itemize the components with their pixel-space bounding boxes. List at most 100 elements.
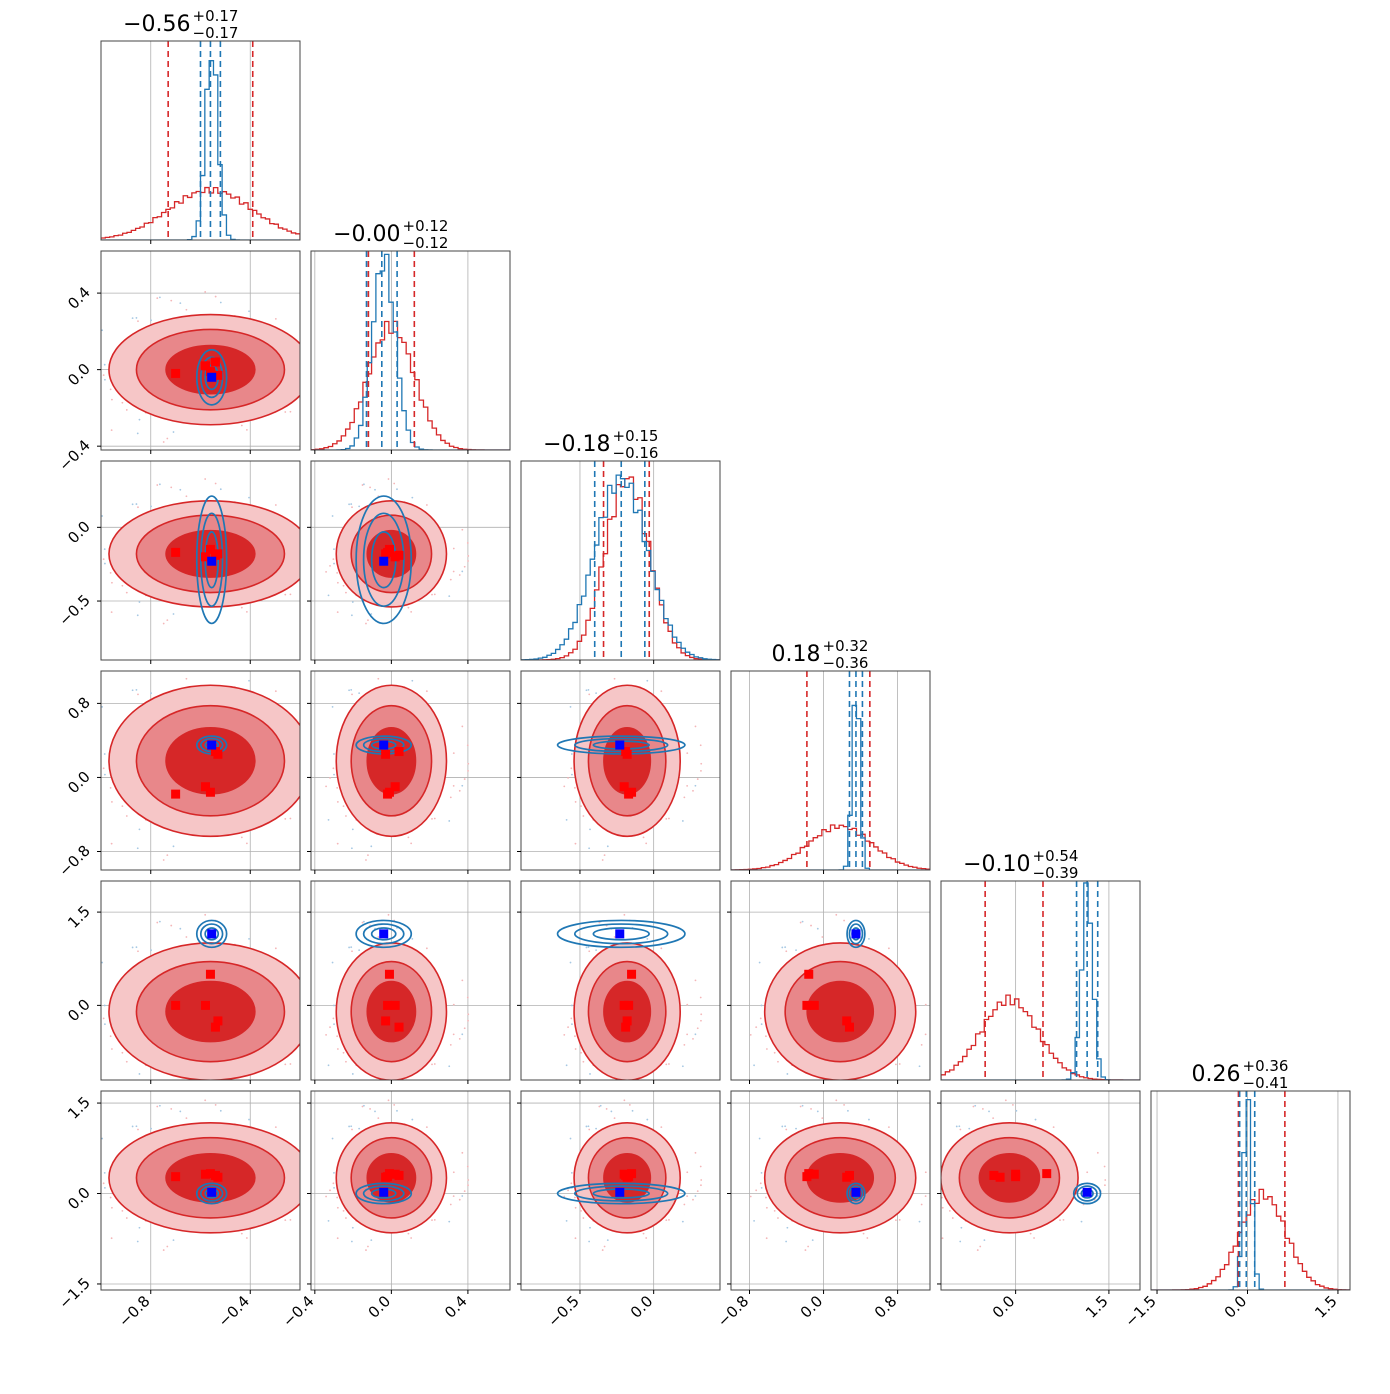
sample-point [204, 1099, 207, 1102]
red-truth-marker [383, 1000, 393, 1010]
sample-point [185, 308, 188, 311]
sample-point [350, 1125, 353, 1128]
histogram-title-minus: −0.12 [403, 234, 449, 252]
x-tick-label: 0.0 [365, 1292, 395, 1322]
red-contour-inner [806, 980, 875, 1043]
sample-point [121, 1209, 124, 1212]
sample-point [467, 1019, 469, 1022]
sample-point [393, 482, 396, 485]
sample-point [781, 946, 784, 949]
sample-point [452, 1171, 455, 1174]
sample-point [580, 805, 582, 808]
sample-point [121, 401, 124, 404]
sample-point [461, 979, 464, 982]
y-tick-label: 0.8 [64, 693, 94, 723]
panel-frame [1150, 1090, 1351, 1291]
sample-point [959, 1128, 962, 1131]
panel-content [101, 41, 300, 240]
blue-contour-2 [199, 923, 224, 945]
sample-point [563, 1195, 566, 1198]
sample-point [111, 581, 113, 584]
sample-point [109, 571, 112, 574]
sample-point [461, 1033, 464, 1036]
sample-point [97, 565, 99, 567]
blue-contour-2 [362, 1185, 405, 1202]
sample-point [920, 1203, 923, 1206]
sample-point [125, 409, 128, 411]
blue-truth-marker [615, 1187, 625, 1197]
histogram-panel-5: −0.10 +0.54−0.39 [940, 847, 1141, 1084]
sample-point [136, 847, 139, 850]
sample-point [102, 374, 105, 377]
x-tick-label: −0.8 [115, 1292, 153, 1330]
histogram-title-plus: +0.17 [193, 7, 239, 25]
sample-point [628, 1104, 631, 1106]
sample-point [699, 744, 702, 747]
sample-point [603, 854, 606, 857]
sample-point [452, 547, 455, 550]
sample-point [319, 1204, 321, 1206]
sample-point [686, 784, 689, 787]
sample-point [396, 488, 398, 491]
y-tick-label: 0.0 [64, 1184, 94, 1214]
red-truth-marker [390, 552, 400, 562]
sample-point [156, 1105, 159, 1108]
red-truth-marker [1042, 1169, 1052, 1179]
sample-point [336, 786, 339, 789]
red-truth-marker [619, 782, 629, 792]
sample-point [933, 1199, 935, 1201]
sample-point [694, 784, 697, 787]
red-truth-marker [384, 969, 394, 979]
sample-point [111, 1048, 113, 1050]
histogram-panel-2: −0.00 +0.12−0.12 [310, 217, 511, 454]
sample-point [350, 946, 353, 949]
blue-contour-2 [573, 923, 669, 945]
sample-point [333, 773, 335, 776]
sample-point [588, 1240, 591, 1243]
red-truth-marker [394, 747, 404, 757]
x-tick-label: 1.5 [1082, 1292, 1112, 1322]
sample-point [582, 1217, 585, 1219]
sample-point [974, 1104, 977, 1107]
sample-point [467, 1013, 470, 1016]
blue-truth-marker [207, 929, 217, 939]
sample-point [777, 1217, 779, 1219]
sample-point [448, 1065, 451, 1068]
sample-point [433, 1218, 436, 1221]
blue-contour-1 [846, 919, 866, 949]
sample-point [351, 828, 354, 831]
sample-point [325, 363, 327, 365]
sample-point [350, 847, 353, 850]
sample-point [361, 921, 364, 924]
sample-point [274, 317, 277, 320]
sample-point [336, 1196, 339, 1199]
sample-point [466, 542, 469, 544]
sample-point [307, 540, 309, 542]
sample-point [607, 1088, 609, 1090]
sample-point [567, 777, 569, 779]
red-truth-marker [200, 1000, 210, 1010]
red-truth-marker [200, 361, 210, 371]
sample-point [686, 752, 689, 755]
sample-point [136, 432, 139, 435]
red-truth-marker [205, 1169, 215, 1179]
panel-frame [100, 40, 301, 241]
sample-point [411, 496, 414, 499]
sample-point [245, 842, 248, 845]
sample-point [968, 1127, 971, 1130]
panel-frame [520, 670, 721, 871]
blue-histogram [941, 882, 1140, 1080]
sample-point [753, 1219, 755, 1222]
blue-contour-1 [556, 1182, 686, 1205]
sample-point [408, 1080, 410, 1082]
sample-point [467, 560, 469, 562]
sample-point [351, 950, 353, 953]
sample-point [162, 1249, 165, 1251]
sample-point [696, 1027, 699, 1030]
red-truth-marker [205, 544, 215, 554]
sample-point [433, 593, 436, 596]
sample-point [370, 1239, 373, 1242]
sample-point [587, 1125, 590, 1128]
sample-point [358, 1127, 361, 1130]
blue-truth-marker [379, 740, 389, 750]
